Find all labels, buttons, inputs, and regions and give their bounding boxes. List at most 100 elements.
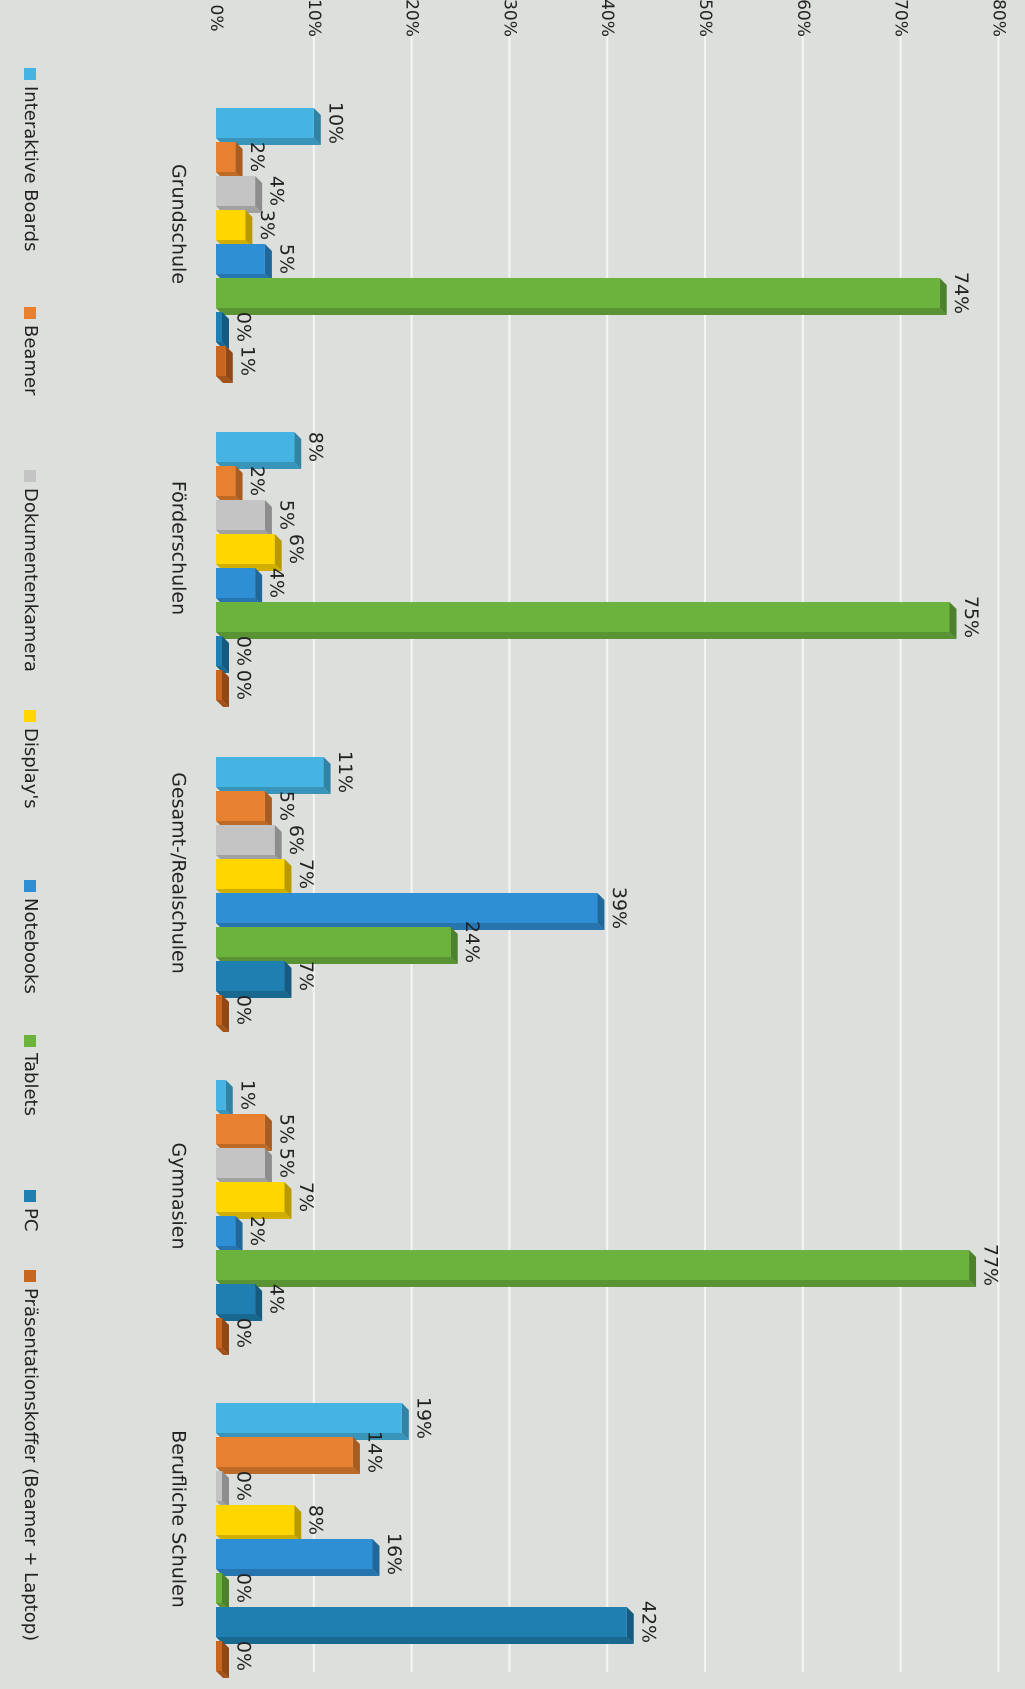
bar-value-label: 14% (363, 1431, 385, 1473)
bar-side (284, 859, 292, 896)
bar-beamer (216, 1114, 265, 1144)
bar-side (264, 244, 272, 281)
y-tick-label: 50% (695, 0, 715, 37)
bar-tablets (216, 1250, 970, 1280)
bar-side (245, 210, 253, 247)
y-tick-label: 30% (499, 0, 519, 37)
legend-swatch (24, 1035, 36, 1047)
bar-bottom (216, 1671, 229, 1678)
legend-swatch (24, 710, 36, 722)
bar-value-label: 7% (295, 1182, 317, 1212)
bar-tablets (216, 1573, 222, 1603)
bar-side (313, 108, 321, 145)
bar-side (401, 1403, 409, 1440)
bar-display-s (216, 210, 246, 240)
bar-side (294, 432, 302, 469)
bar-value-label: 74% (950, 272, 972, 314)
bar-value-label: 0% (233, 1318, 255, 1348)
legend-swatch (24, 880, 36, 892)
legend-label: Tablets (20, 1052, 41, 1116)
legend-swatch (24, 307, 36, 319)
bar-side (222, 670, 229, 707)
bar-value-label: 6% (285, 534, 307, 564)
bar-side (235, 142, 243, 179)
y-tick-label: 40% (597, 0, 617, 37)
bar-bottom (216, 1314, 263, 1321)
bar-value-label: 16% (383, 1533, 405, 1575)
bar-side (222, 1318, 229, 1355)
y-tick-label: 60% (793, 0, 813, 37)
bar-value-label: 0% (233, 1471, 255, 1501)
y-tick-label: 20% (402, 0, 422, 37)
bar-value-label: 0% (233, 995, 255, 1025)
bar-bottom (216, 308, 947, 315)
bar-dokumentenkamera (216, 825, 275, 855)
bar-side (222, 1573, 229, 1610)
bar-value-label: 5% (275, 791, 297, 821)
bar-side (949, 602, 957, 639)
bar-bottom (216, 700, 229, 707)
bar-side (352, 1437, 360, 1474)
bar-side (626, 1607, 634, 1644)
bar-value-label: 1% (236, 1080, 258, 1110)
bar-display-s (216, 534, 275, 564)
bar-interaktive-boards (216, 108, 314, 138)
bar-side (284, 1182, 292, 1219)
legend-label: Interaktive Boards (20, 86, 41, 252)
bar-tablets (216, 927, 451, 957)
bar-side (323, 757, 331, 794)
y-tick-label: 80% (988, 0, 1008, 37)
bar-value-label: 39% (608, 887, 630, 929)
bar-value-label: 0% (233, 670, 255, 700)
bar-value-label: 5% (275, 1114, 297, 1144)
bar-bottom (216, 1348, 229, 1355)
bar-bottom (216, 138, 321, 145)
bar-pr-sentationskoffer-beamer-laptop- (216, 346, 226, 376)
bar-bottom (216, 1280, 977, 1287)
legend-label: Präsentationskoffer (Beamer + Laptop) (20, 1288, 41, 1641)
bar-beamer (216, 466, 236, 496)
bar-value-label: 24% (461, 921, 483, 963)
legend-label: Notebooks (20, 898, 41, 994)
bar-beamer (216, 791, 265, 821)
bar-side (450, 927, 458, 964)
bar-display-s (216, 859, 285, 889)
bar-side (969, 1250, 977, 1287)
bar-dokumentenkamera (216, 500, 265, 530)
bar-bottom (216, 1025, 229, 1032)
legend-label: Dokumentenkamera (20, 488, 41, 672)
bar-value-label: 4% (266, 568, 288, 598)
legend-swatch (24, 470, 36, 482)
bar-interaktive-boards (216, 757, 324, 787)
legend-swatch (24, 1190, 36, 1202)
bar-side (222, 312, 229, 349)
bar-value-label: 2% (246, 1216, 268, 1246)
bar-value-label: 11% (334, 751, 356, 793)
bar-tablets (216, 602, 950, 632)
bar-pr-sentationskoffer-beamer-laptop- (216, 1318, 222, 1348)
bar-pc (216, 961, 285, 991)
bar-value-label: 77% (980, 1244, 1002, 1286)
bar-value-label: 5% (275, 244, 297, 274)
bar-side (255, 176, 263, 213)
y-tick-label: 10% (304, 0, 324, 37)
bar-value-label: 2% (246, 142, 268, 172)
y-tick-label: 70% (891, 0, 911, 37)
bar-value-label: 0% (233, 636, 255, 666)
bar-side (274, 825, 282, 862)
bar-value-label: 7% (295, 859, 317, 889)
bar-value-label: 8% (305, 1505, 327, 1535)
bar-side (372, 1539, 380, 1576)
bar-notebooks (216, 893, 598, 923)
bar-pr-sentationskoffer-beamer-laptop- (216, 670, 222, 700)
legend-label: PC (20, 1208, 41, 1231)
bar-beamer (216, 1437, 353, 1467)
bar-side (264, 500, 272, 537)
bar-side (264, 1114, 272, 1151)
bar-side (294, 1505, 302, 1542)
bar-bottom (216, 666, 229, 673)
legend-swatch (24, 68, 36, 80)
bar-value-label: 3% (256, 210, 278, 240)
